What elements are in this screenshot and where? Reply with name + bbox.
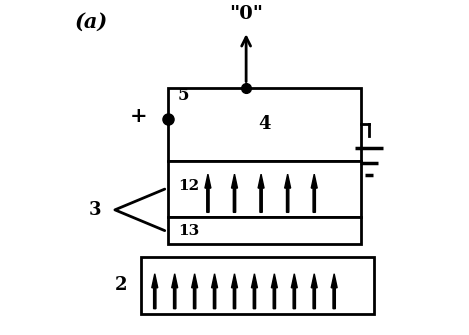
- FancyArrow shape: [311, 274, 317, 309]
- Text: 2: 2: [115, 276, 128, 294]
- FancyArrow shape: [152, 274, 158, 309]
- Text: 13: 13: [178, 224, 199, 238]
- FancyArrow shape: [272, 274, 277, 309]
- Bar: [168, 88, 361, 161]
- Text: "0": "0": [229, 5, 263, 23]
- Text: +: +: [129, 106, 147, 126]
- FancyArrow shape: [291, 274, 297, 309]
- Bar: [142, 257, 374, 314]
- Text: (a): (a): [75, 11, 108, 31]
- FancyArrow shape: [172, 274, 178, 309]
- FancyArrow shape: [311, 174, 317, 212]
- Text: 4: 4: [258, 115, 271, 133]
- FancyArrow shape: [232, 274, 237, 309]
- Text: 12: 12: [178, 179, 199, 193]
- Bar: [168, 161, 361, 217]
- FancyArrow shape: [285, 174, 291, 212]
- FancyArrow shape: [331, 274, 337, 309]
- Text: 5: 5: [178, 87, 189, 105]
- FancyArrow shape: [251, 274, 257, 309]
- FancyArrow shape: [258, 174, 264, 212]
- Bar: [168, 217, 361, 244]
- FancyArrow shape: [205, 174, 211, 212]
- Text: 3: 3: [89, 201, 101, 219]
- FancyArrow shape: [192, 274, 197, 309]
- FancyArrow shape: [212, 274, 218, 309]
- FancyArrow shape: [232, 174, 237, 212]
